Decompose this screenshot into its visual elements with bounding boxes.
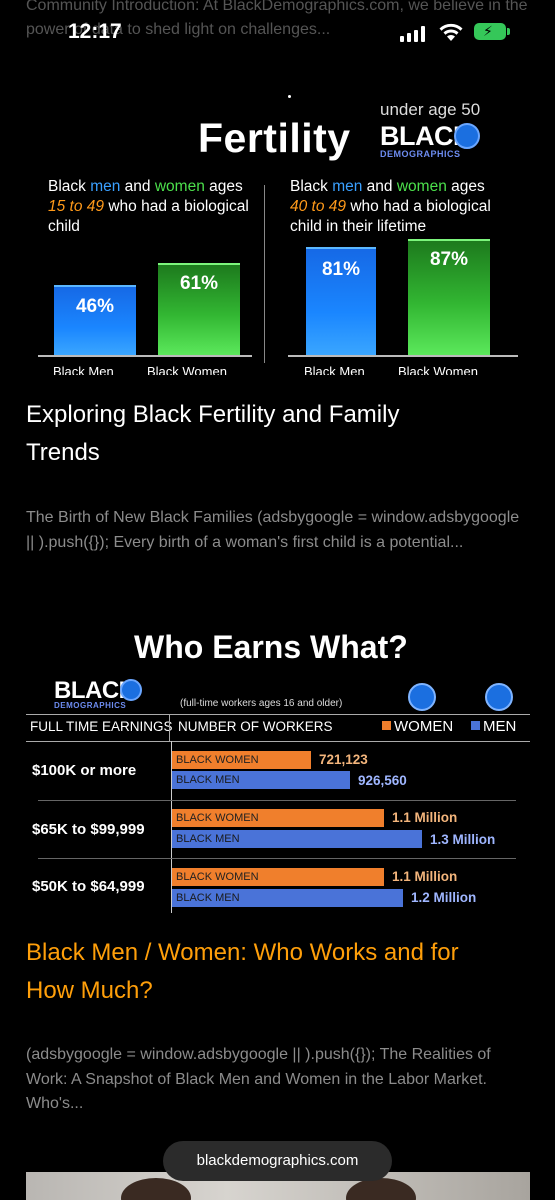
value-men: 1.3 Million [430,832,496,847]
legend-men: MEN [471,718,516,735]
wifi-icon [439,23,463,41]
background-snippet: Community Introduction: At BlackDemograp… [26,0,528,38]
row-label: $65K to $99,999 [32,821,145,838]
trend-arrow-icon [408,683,436,711]
url-bar[interactable]: blackdemographics.com [163,1141,392,1181]
bar-label-women: Black Women [398,364,478,375]
bar-label-men: Black Men [304,364,365,375]
earnings-infographic[interactable]: Who Earns What? BLACK DEMOGRAPHICS (full… [26,625,530,915]
column-header-workers: NUMBER OF WORKERS [178,719,333,734]
black-demographics-logo: BLACK DEMOGRAPHICS [54,677,154,713]
value-women: 1.1 Million [392,869,458,884]
row-label: $50K to $64,999 [32,878,145,895]
article-title-fertility[interactable]: Exploring Black Fertility and Family Tren… [26,401,400,466]
black-demographics-logo: BLACK DEMOGRAPHICS [380,121,490,161]
bar-black-women: BLACK WOMEN [172,809,384,827]
status-time: 12:17 [68,20,122,43]
value-women: 1.1 Million [392,810,458,825]
bar-women-40-49: 87% [408,239,490,355]
legend-women: WOMEN [382,718,453,735]
article-snippet-earnings: (adsbygoogle = window.adsbygoogle || ).p… [26,1046,491,1112]
bar-men-40-49: 81% [306,247,376,355]
article-snippet-fertility: The Birth of New Black Families (adsbygo… [26,509,520,551]
trend-arrow-icon [120,679,142,701]
table-header: FULL TIME EARNINGS NUMBER OF WORKERS WOM… [26,714,530,742]
bar-women-15-49: 61% [158,263,240,355]
value-men: 1.2 Million [411,890,477,905]
infographic-subtitle: (full-time workers ages 16 and older) [180,698,343,709]
article-title-earnings[interactable]: Black Men / Women: Who Works and for How … [26,939,459,1004]
row-label: $100K or more [32,762,137,779]
bar-label-women: Black Women [147,364,227,375]
infographic-badge: under age 50 [380,100,481,119]
value-men: 926,560 [358,773,407,788]
bar-black-men: BLACK MEN [172,771,350,789]
trend-arrow-icon [454,123,480,149]
infographic-title: Fertility [198,115,351,161]
bar-black-women: BLACK WOMEN [172,868,384,886]
bar-black-men: BLACK MEN [172,830,422,848]
bar-label-men: Black Men [53,364,114,375]
trend-arrow-icon [485,683,513,711]
right-panel-caption: Black men and women ages 40 to 49 who ha… [290,178,491,235]
cellular-signal-icon [400,26,428,42]
bar-black-women: BLACK WOMEN [172,751,311,769]
bar-men-15-49: 46% [54,285,136,355]
column-header-earnings: FULL TIME EARNINGS [30,719,173,734]
fertility-infographic[interactable]: Fertility under age 50 BLACK DEMOGRAPHIC… [26,85,530,375]
bar-black-men: BLACK MEN [172,889,403,907]
left-panel-caption: Black men and women ages 15 to 49 who ha… [48,178,249,235]
infographic-title: Who Earns What? [134,629,408,665]
status-bar: 12:17 ⚡ [0,0,555,60]
value-women: 721,123 [319,752,368,767]
battery-charging-icon: ⚡ [474,23,510,40]
